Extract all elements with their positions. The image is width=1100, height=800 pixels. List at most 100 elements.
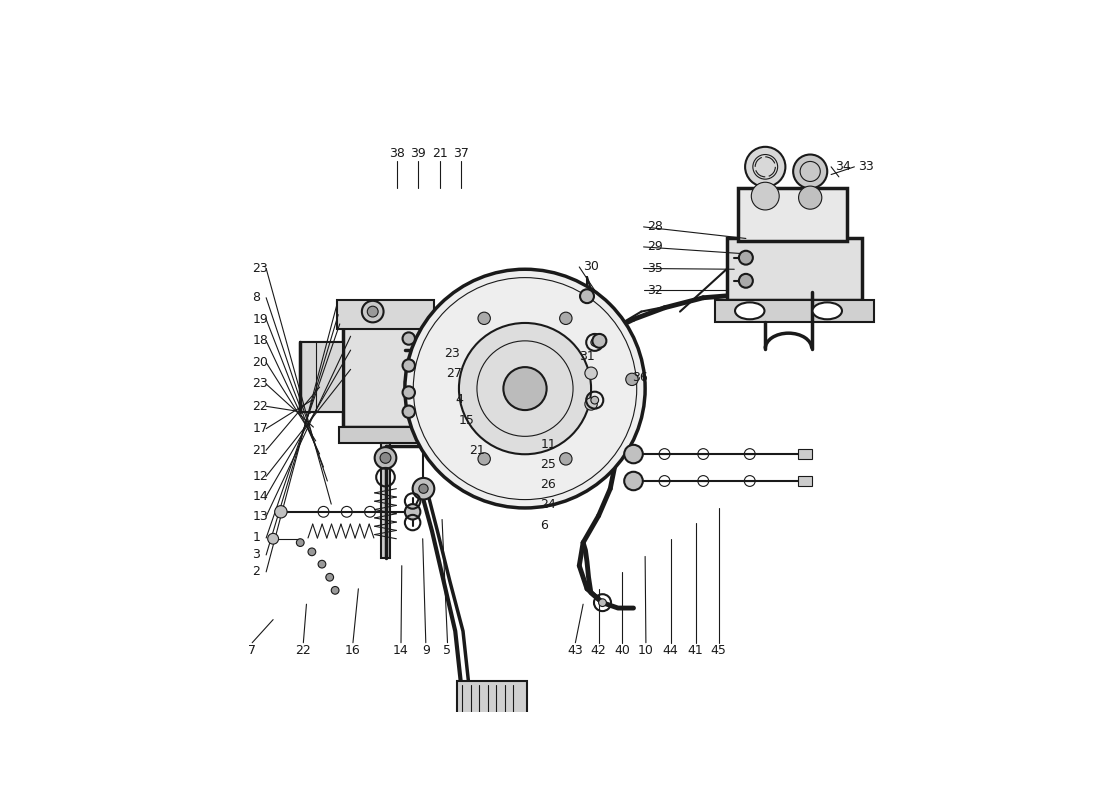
Text: 11: 11 xyxy=(540,438,557,451)
Text: 26: 26 xyxy=(540,478,557,490)
Circle shape xyxy=(405,270,645,508)
Circle shape xyxy=(403,359,415,372)
Circle shape xyxy=(624,472,642,490)
Circle shape xyxy=(585,398,597,410)
Circle shape xyxy=(367,306,378,317)
Circle shape xyxy=(560,312,572,325)
Bar xyxy=(339,427,432,442)
Text: 37: 37 xyxy=(453,147,470,160)
Bar xyxy=(343,327,428,427)
Circle shape xyxy=(275,506,287,518)
Bar xyxy=(726,238,862,300)
Text: 21: 21 xyxy=(470,444,485,457)
Circle shape xyxy=(403,332,415,345)
Text: 9: 9 xyxy=(422,644,430,657)
Circle shape xyxy=(585,367,597,379)
Text: 14: 14 xyxy=(252,490,268,503)
Text: 15: 15 xyxy=(459,414,475,427)
Text: 32: 32 xyxy=(648,283,663,297)
Text: 45: 45 xyxy=(711,644,727,657)
Text: 13: 13 xyxy=(252,510,268,523)
Circle shape xyxy=(267,534,278,544)
Circle shape xyxy=(412,478,434,499)
Text: 23: 23 xyxy=(252,378,268,390)
Text: 14: 14 xyxy=(393,644,409,657)
Text: 41: 41 xyxy=(688,644,703,657)
Text: 7: 7 xyxy=(249,644,256,657)
Text: 31: 31 xyxy=(580,350,595,362)
Circle shape xyxy=(478,312,491,325)
Text: 23: 23 xyxy=(444,347,460,361)
Circle shape xyxy=(799,186,822,209)
Bar xyxy=(798,476,812,486)
Text: 23: 23 xyxy=(252,262,268,275)
Text: 22: 22 xyxy=(296,644,311,657)
Circle shape xyxy=(331,586,339,594)
Text: 21: 21 xyxy=(432,147,448,160)
Circle shape xyxy=(739,250,752,265)
Text: 39: 39 xyxy=(410,147,426,160)
Text: 22: 22 xyxy=(252,400,268,413)
Text: 29: 29 xyxy=(648,241,663,254)
Ellipse shape xyxy=(813,302,842,319)
Text: 6: 6 xyxy=(540,519,549,532)
Text: 40: 40 xyxy=(614,644,630,657)
Circle shape xyxy=(591,338,598,346)
Circle shape xyxy=(751,182,779,210)
Text: 34: 34 xyxy=(835,160,850,174)
Circle shape xyxy=(375,447,396,469)
Text: 21: 21 xyxy=(252,444,268,457)
Bar xyxy=(381,442,390,558)
Circle shape xyxy=(296,538,304,546)
Text: 19: 19 xyxy=(252,313,268,326)
Text: 35: 35 xyxy=(648,262,663,275)
Circle shape xyxy=(739,274,752,288)
Text: 43: 43 xyxy=(568,644,583,657)
Ellipse shape xyxy=(735,302,764,319)
Circle shape xyxy=(745,147,785,187)
Circle shape xyxy=(793,154,827,189)
Circle shape xyxy=(593,334,606,348)
Circle shape xyxy=(403,406,415,418)
Circle shape xyxy=(504,367,547,410)
Text: 24: 24 xyxy=(540,498,557,510)
Circle shape xyxy=(308,548,316,556)
Text: 36: 36 xyxy=(631,370,648,383)
Circle shape xyxy=(624,445,642,463)
Text: 10: 10 xyxy=(638,644,653,657)
Text: 3: 3 xyxy=(252,549,260,562)
Text: 28: 28 xyxy=(648,220,663,234)
Circle shape xyxy=(459,323,591,454)
Bar xyxy=(798,450,812,458)
Text: 25: 25 xyxy=(540,458,557,470)
Text: 2: 2 xyxy=(252,566,260,578)
Bar xyxy=(456,682,527,729)
Text: 33: 33 xyxy=(858,160,874,174)
Bar xyxy=(715,300,873,322)
Circle shape xyxy=(326,574,333,581)
Circle shape xyxy=(580,290,594,303)
Text: 1: 1 xyxy=(252,531,260,545)
Text: 20: 20 xyxy=(252,356,268,369)
Polygon shape xyxy=(300,342,343,412)
Text: 27: 27 xyxy=(446,366,462,380)
Text: 38: 38 xyxy=(389,147,405,160)
Circle shape xyxy=(591,396,598,404)
Text: 17: 17 xyxy=(252,422,268,435)
Circle shape xyxy=(419,484,428,494)
Bar xyxy=(738,188,847,241)
Circle shape xyxy=(362,301,384,322)
Text: 44: 44 xyxy=(663,644,679,657)
Text: 30: 30 xyxy=(583,261,600,274)
Bar xyxy=(337,300,434,330)
Text: 16: 16 xyxy=(345,644,361,657)
Text: 5: 5 xyxy=(443,644,451,657)
Circle shape xyxy=(318,560,326,568)
Text: 4: 4 xyxy=(455,393,463,406)
Text: 12: 12 xyxy=(252,470,268,483)
Circle shape xyxy=(626,373,638,386)
Circle shape xyxy=(560,453,572,465)
Text: 42: 42 xyxy=(591,644,606,657)
Text: 8: 8 xyxy=(252,291,261,304)
Circle shape xyxy=(598,599,606,606)
